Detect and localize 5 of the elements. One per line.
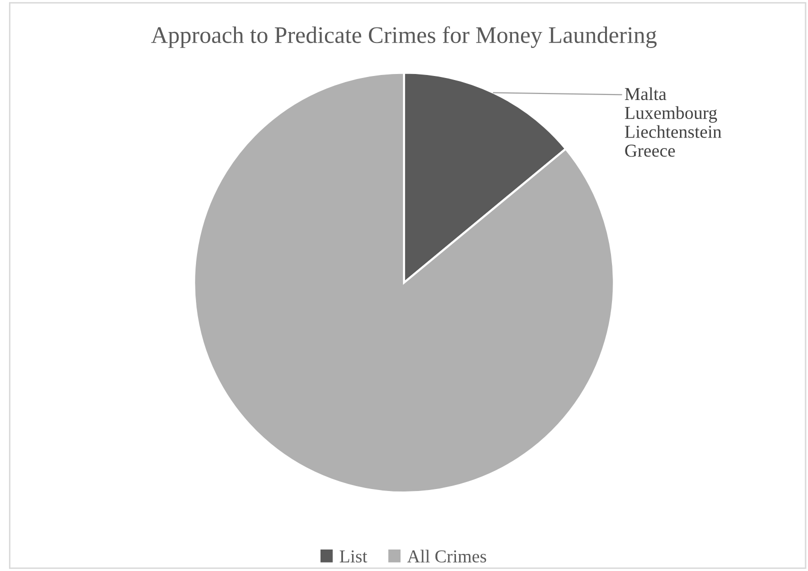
text: Malta Luxembourg Liechtenstein Greece [624, 87, 722, 157]
legend-label: All Crimes [407, 550, 486, 562]
legend-label: List [340, 550, 368, 562]
pie-slice [193, 72, 615, 494]
chart-title: Approach to Predicate Crimes for Money Laundering [151, 26, 657, 48]
